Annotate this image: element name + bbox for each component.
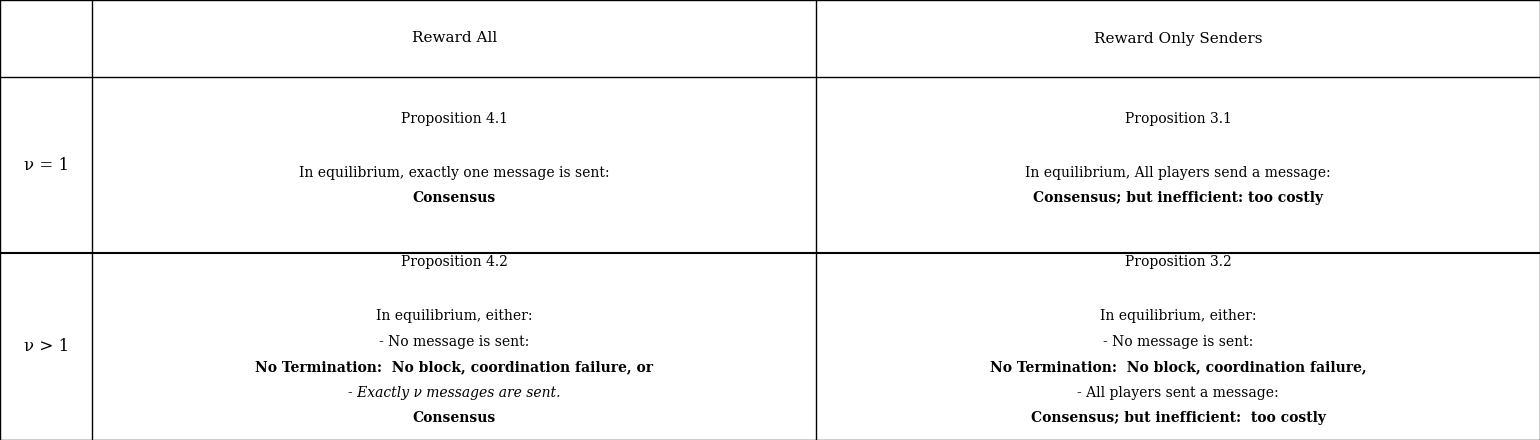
Text: Reward Only Senders: Reward Only Senders bbox=[1093, 32, 1263, 45]
Text: Reward All: Reward All bbox=[411, 32, 497, 45]
Text: - All players sent a message:: - All players sent a message: bbox=[1078, 386, 1278, 400]
Text: No Termination:  No block, coordination failure, or: No Termination: No block, coordination f… bbox=[256, 360, 653, 374]
Text: In equilibrium, either:: In equilibrium, either: bbox=[376, 309, 533, 323]
Text: ν > 1: ν > 1 bbox=[23, 338, 69, 355]
Text: In equilibrium, either:: In equilibrium, either: bbox=[1100, 309, 1257, 323]
Text: Proposition 3.1: Proposition 3.1 bbox=[1124, 112, 1232, 126]
Text: In equilibrium, All players send a message:: In equilibrium, All players send a messa… bbox=[1026, 166, 1331, 180]
Text: Consensus: Consensus bbox=[413, 411, 496, 425]
Text: Consensus; but inefficient:  too costly: Consensus; but inefficient: too costly bbox=[1030, 411, 1326, 425]
Text: Consensus; but inefficient: too costly: Consensus; but inefficient: too costly bbox=[1033, 191, 1323, 205]
Text: Consensus: Consensus bbox=[413, 191, 496, 205]
Text: In equilibrium, exactly one message is sent:: In equilibrium, exactly one message is s… bbox=[299, 166, 610, 180]
Text: Proposition 4.1: Proposition 4.1 bbox=[400, 112, 508, 126]
Text: No Termination:  No block, coordination failure,: No Termination: No block, coordination f… bbox=[990, 360, 1366, 374]
Text: - Exactly ν messages are sent.: - Exactly ν messages are sent. bbox=[348, 386, 561, 400]
Text: Proposition 3.2: Proposition 3.2 bbox=[1124, 255, 1232, 269]
Text: Proposition 4.2: Proposition 4.2 bbox=[400, 255, 508, 269]
Text: ν = 1: ν = 1 bbox=[23, 157, 69, 173]
Text: - No message is sent:: - No message is sent: bbox=[1103, 335, 1254, 348]
Text: - No message is sent:: - No message is sent: bbox=[379, 335, 530, 348]
